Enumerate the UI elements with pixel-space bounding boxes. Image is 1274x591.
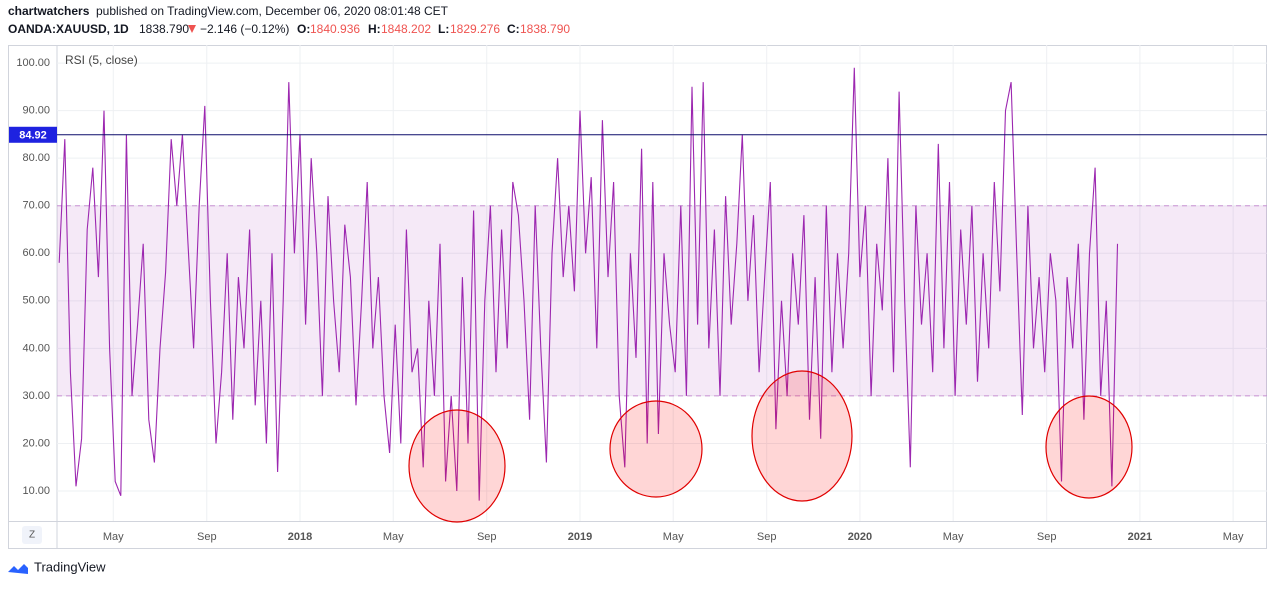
x-tick-label: May — [1223, 531, 1244, 543]
low: 1829.276 — [450, 22, 500, 36]
plot — [57, 45, 1267, 521]
y-tick-label: 40.00 — [22, 342, 50, 354]
circle — [751, 370, 853, 502]
x-tick-label: Sep — [197, 531, 217, 543]
circle — [408, 409, 506, 523]
symbol: OANDA:XAUUSD, 1D — [8, 22, 129, 36]
x-tick-label: May — [103, 531, 124, 543]
l-label: L: — [438, 22, 449, 36]
x-tick-label: Sep — [1037, 531, 1057, 543]
close: 1838.790 — [520, 22, 570, 36]
button-label[interactable]: Z — [29, 530, 35, 541]
x-tick-label: Sep — [757, 531, 777, 543]
y-tick-label: 80.00 — [22, 152, 50, 164]
x-tick-label: 2020 — [848, 531, 872, 543]
y-tick-label: 50.00 — [22, 295, 50, 307]
change: −2.146 (−0.12%) — [200, 22, 289, 36]
high: 1848.202 — [381, 22, 431, 36]
hline-label-box — [9, 126, 57, 143]
frame — [8, 45, 1267, 549]
y-tick-label: 90.00 — [22, 105, 50, 117]
rsi-line — [58, 67, 1119, 501]
y-tick-label: 30.00 — [22, 390, 50, 402]
down-arrow — [188, 25, 196, 33]
y-tick-label: 100.00 — [16, 57, 50, 69]
published: published on TradingView.com, December 0… — [96, 4, 449, 18]
indicator-title: RSI (5, close) — [65, 53, 138, 67]
x-tick-label: May — [383, 531, 404, 543]
brand: TradingView — [34, 559, 106, 574]
circle — [609, 400, 703, 498]
open: 1840.936 — [310, 22, 360, 36]
x-tick-label: 2021 — [1128, 531, 1152, 543]
circle — [1045, 395, 1133, 499]
x-tick-label: 2018 — [288, 531, 312, 543]
publisher: chartwatchers — [8, 4, 90, 18]
h-label: H: — [368, 22, 381, 36]
price: 1838.790 — [139, 22, 189, 36]
c-label: C: — [507, 22, 520, 36]
logo — [8, 564, 28, 574]
x-tick-label: May — [663, 531, 684, 543]
o-label: O: — [297, 22, 310, 36]
y-tick-label: 60.00 — [22, 247, 50, 259]
y-tick-label: 10.00 — [22, 485, 50, 497]
button[interactable] — [22, 526, 42, 544]
x-tick-label: Sep — [477, 531, 497, 543]
y-tick-label: 70.00 — [22, 200, 50, 212]
hline-label: 84.92 — [19, 130, 47, 142]
symbol-line: OANDA:XAUUSD, 1D 1838.790 −2.146 (−0.12%… — [8, 22, 570, 36]
annotations — [408, 370, 1133, 523]
y-tick-label: 20.00 — [22, 437, 50, 449]
x-tick-label: May — [943, 531, 964, 543]
x-tick-label: 2019 — [568, 531, 592, 543]
